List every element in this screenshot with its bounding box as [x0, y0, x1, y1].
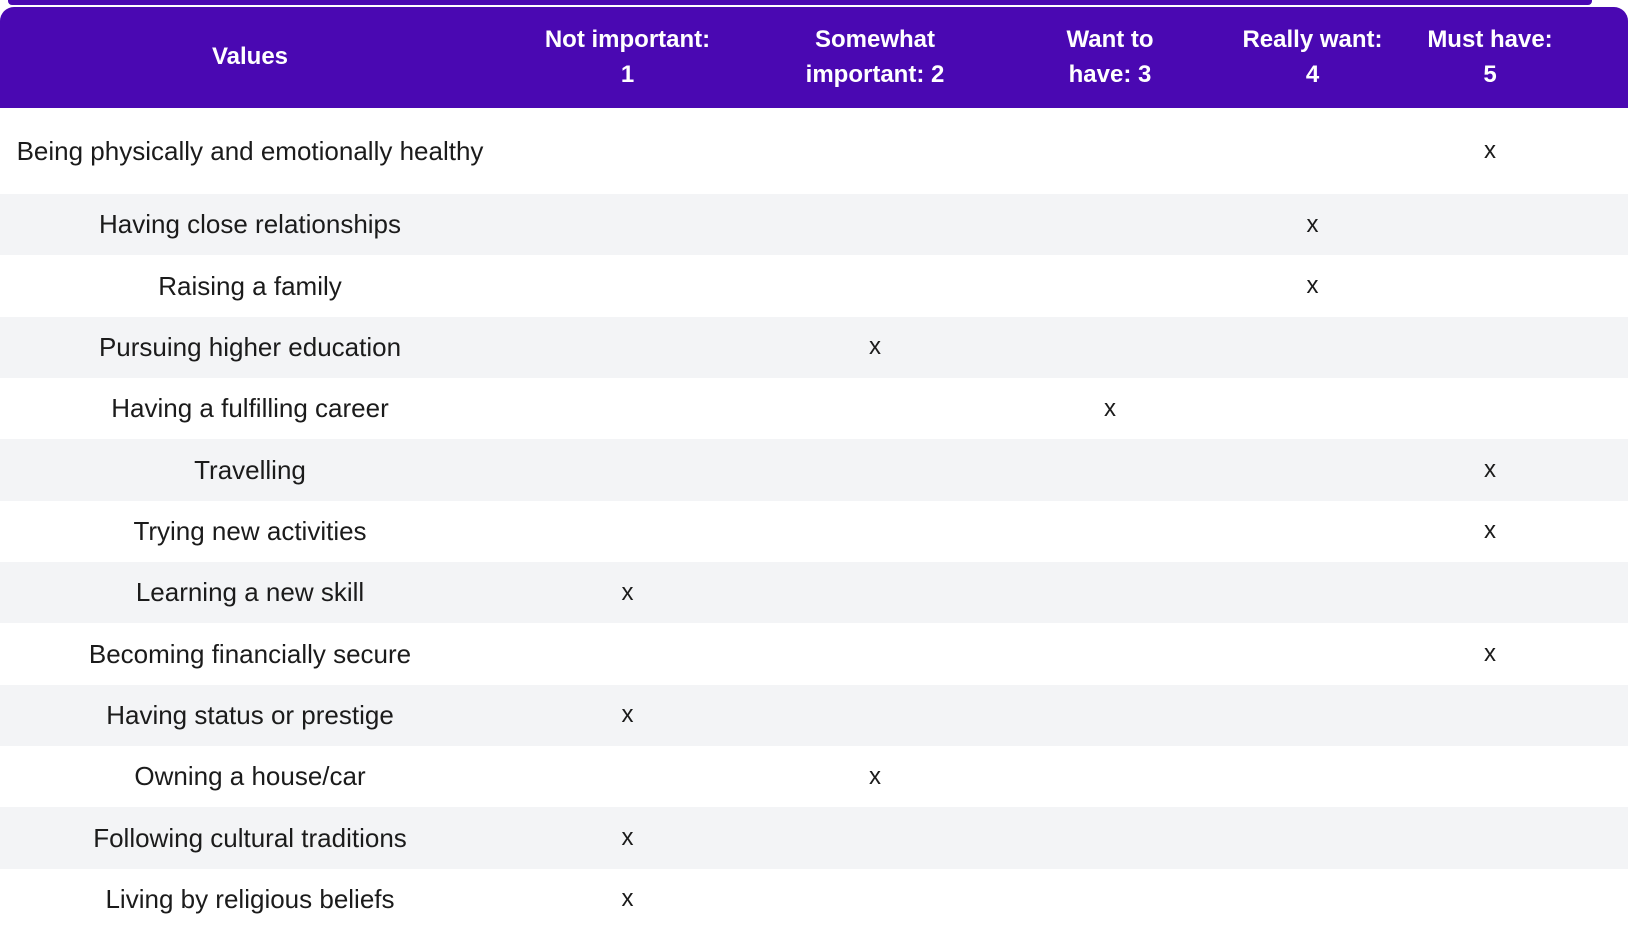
table-row: Becoming financially secure x: [0, 623, 1628, 685]
column-header-label: Not important:: [544, 26, 711, 54]
table-row: Travelling x: [0, 439, 1628, 501]
row-label: Becoming financially secure: [88, 638, 412, 669]
rating-cell-1: x: [621, 578, 634, 606]
rating-cell-2: x: [869, 333, 881, 361]
column-header-label: have: 3: [1068, 60, 1152, 88]
column-header-label: Values: [211, 43, 289, 71]
row-label: Having close relationships: [98, 209, 402, 240]
column-header-label: 5: [1483, 60, 1497, 88]
row-label: Having status or prestige: [106, 699, 394, 730]
table-row: Living by religious beliefs x: [0, 868, 1628, 930]
row-label: Learning a new skill: [135, 577, 365, 608]
table-row: Having a fulfilling career x: [0, 377, 1628, 440]
column-header-values: Values: [0, 40, 500, 74]
table-row: Learning a new skill x: [0, 561, 1628, 624]
table-row: Owning a house/car x: [0, 745, 1628, 808]
table-row: Having close relationships x: [0, 194, 1628, 256]
table-row: Pursuing higher education x: [0, 316, 1628, 378]
table-row: Following cultural traditions x: [0, 807, 1628, 869]
row-label: Raising a family: [158, 270, 342, 301]
column-header-not-important-1: Not important: 1: [500, 23, 755, 91]
rating-cell-5: x: [1484, 455, 1496, 483]
row-label: Living by religious beliefs: [105, 883, 395, 914]
rating-cell-1: x: [621, 701, 634, 729]
column-header-somewhat-important-2: Somewhat important: 2: [755, 23, 995, 91]
table-row: Being physically and emotionally healthy…: [0, 108, 1628, 194]
rating-cell-5: x: [1484, 639, 1496, 667]
rating-cell-1: x: [621, 823, 634, 851]
column-header-label: important: 2: [805, 60, 945, 88]
table-header-row: Values Not important: 1 Somewhat importa…: [0, 7, 1628, 108]
row-label: Travelling: [194, 454, 306, 485]
top-edge-strip: [8, 0, 1592, 5]
column-header-really-want-4: Really want: 4: [1225, 23, 1400, 91]
column-header-label: 1: [620, 60, 635, 88]
rating-cell-1: x: [621, 885, 634, 913]
rating-cell-5: x: [1484, 137, 1496, 164]
table-row: Having status or prestige x: [0, 684, 1628, 746]
row-label: Owning a house/car: [134, 761, 366, 792]
row-label: Trying new activities: [133, 516, 367, 546]
column-header-label: Want to: [1066, 26, 1154, 54]
column-header-must-have-5: Must have: 5: [1400, 23, 1580, 91]
column-header-label: Really want:: [1242, 26, 1383, 54]
rating-cell-4: x: [1306, 271, 1319, 299]
column-header-label: Somewhat: [814, 26, 936, 54]
rating-cell-2: x: [869, 762, 881, 790]
column-header-label: 4: [1305, 60, 1320, 88]
column-header-want-to-have-3: Want to have: 3: [995, 23, 1225, 91]
rating-cell-5: x: [1484, 517, 1496, 545]
row-label: Pursuing higher education: [98, 332, 402, 363]
rating-cell-4: x: [1306, 210, 1319, 238]
rating-cell-3: x: [1104, 394, 1116, 422]
row-label: Following cultural traditions: [93, 822, 407, 853]
table-row: Raising a family x: [0, 255, 1628, 317]
column-header-label: Must have:: [1427, 26, 1553, 54]
table-row: Trying new activities x: [0, 500, 1628, 562]
row-label: Being physically and emotionally healthy: [16, 135, 484, 166]
row-label: Having a fulfilling career: [111, 393, 389, 424]
